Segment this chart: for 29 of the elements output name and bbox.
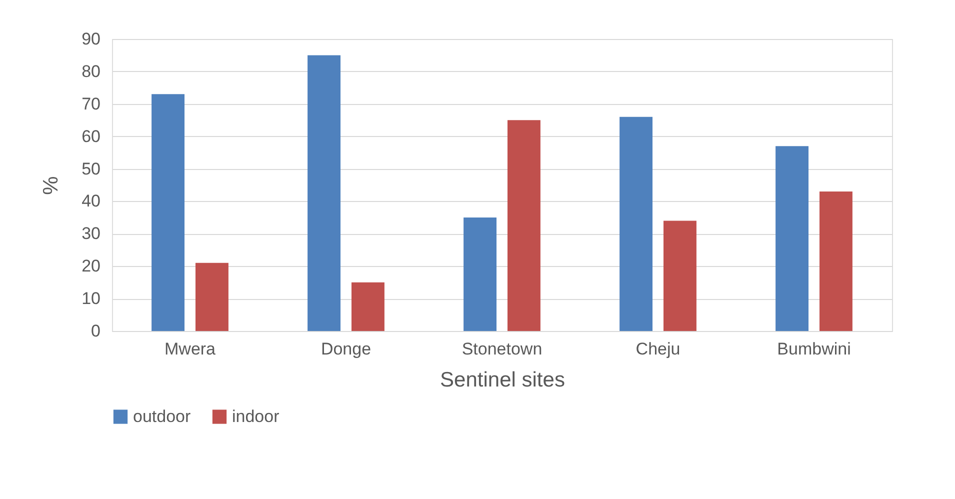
y-tick-label: 0 bbox=[91, 322, 100, 340]
legend-label: outdoor bbox=[133, 406, 191, 426]
bar bbox=[507, 120, 540, 331]
y-tick-label: 90 bbox=[82, 30, 100, 48]
legend-label: indoor bbox=[232, 406, 280, 426]
bar bbox=[308, 55, 341, 331]
bar bbox=[776, 146, 809, 331]
x-axis-title: Sentinel sites bbox=[440, 368, 565, 392]
bar bbox=[195, 262, 228, 331]
x-tick-label: Stonetown bbox=[462, 340, 542, 358]
bar bbox=[152, 94, 185, 331]
x-tick-label: Cheju bbox=[636, 340, 680, 358]
bar bbox=[351, 282, 384, 331]
bar bbox=[819, 191, 852, 331]
bar bbox=[663, 220, 696, 331]
y-tick-label: 50 bbox=[82, 159, 100, 178]
y-tick-label: 40 bbox=[82, 192, 100, 211]
y-axis-title: % bbox=[40, 176, 63, 195]
y-tick-label: 70 bbox=[82, 94, 100, 114]
x-tick-label: Bumbwini bbox=[777, 340, 851, 358]
bar bbox=[464, 217, 497, 331]
y-tick-label: 10 bbox=[82, 289, 100, 308]
bar bbox=[620, 116, 653, 331]
y-tick-label: 80 bbox=[82, 62, 100, 81]
y-tick-label: 30 bbox=[82, 224, 100, 244]
y-tick-label: 60 bbox=[82, 126, 100, 146]
x-tick-label: Donge bbox=[320, 340, 372, 358]
y-tick-label: 20 bbox=[82, 256, 100, 276]
x-tick-label: Mwera bbox=[164, 340, 216, 358]
